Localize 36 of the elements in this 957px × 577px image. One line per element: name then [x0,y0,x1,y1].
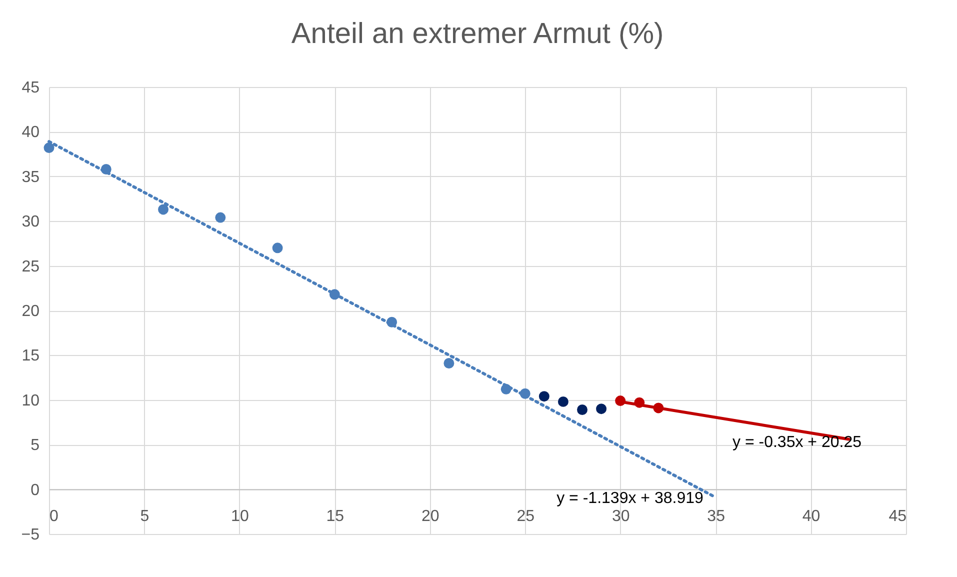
chart-title: Anteil an extremer Armut (%) [291,18,664,50]
y-tick-label: −5 [21,526,40,544]
y-tick-label: 0 [30,482,40,499]
annotation: y = -0.35x + 20.25 [732,434,862,451]
point [444,358,454,368]
point [215,212,226,223]
x-tick-label: 25 [516,508,535,525]
x-tick-label: 20 [421,508,440,525]
y-tick-label: 45 [22,80,40,96]
x-tick-label: 0 [50,508,58,525]
y-tick-label: 5 [30,437,40,454]
x-tick-label: 5 [140,508,150,525]
point [558,396,568,407]
y-tick-label: 15 [22,348,40,365]
point [577,404,588,415]
point [538,391,550,402]
x-tick-label: 15 [326,508,344,525]
x-tick-label: 35 [707,508,726,525]
x-tick-label: 10 [231,508,249,525]
x-tick-label: 30 [612,508,630,525]
y-tick-label: 35 [22,168,40,186]
y-tick-label: 40 [22,124,40,142]
point [634,397,645,408]
point [44,142,54,154]
point [158,204,169,215]
x-tick-label: 45 [888,508,907,525]
y-tick-label: 30 [22,214,40,231]
y-tick-label: 10 [22,392,40,410]
point [615,396,626,406]
point [272,242,283,254]
annotation: y = -1.139x + 38.919 [556,490,704,507]
x-tick-label: 40 [802,508,820,525]
point [653,402,664,414]
point [596,404,607,414]
y-tick-label: 25 [22,258,40,276]
y-tick-label: 20 [22,303,40,320]
